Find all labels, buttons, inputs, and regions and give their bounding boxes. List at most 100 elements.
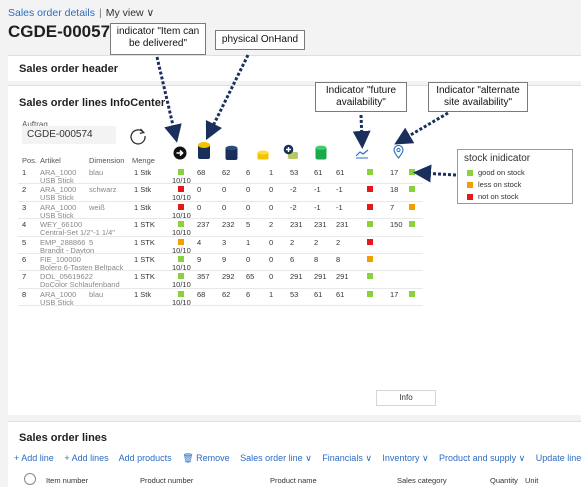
- row-deliver-indicator: [178, 238, 184, 245]
- row-future-value: -1: [336, 202, 343, 212]
- row-future-indicator: [367, 238, 373, 245]
- row-deliver-indicator: [178, 290, 184, 297]
- row-deliver-indicator: [178, 273, 184, 280]
- row-future-value: 8: [336, 255, 341, 264]
- my-view-dropdown[interactable]: My view ∨: [105, 7, 155, 19]
- update-line-menu[interactable]: Update line ∨: [535, 453, 581, 463]
- row-separator: [18, 270, 423, 272]
- refresh-icon[interactable]: [128, 126, 148, 146]
- financials-menu[interactable]: Financials ∨: [322, 453, 372, 463]
- row-stock-value: 0: [246, 202, 251, 212]
- row-alternate-value: 17: [390, 168, 399, 177]
- product-supply-menu[interactable]: Product and supply ∨: [439, 453, 526, 463]
- row-stock-value: 6: [246, 289, 251, 299]
- add-line-button[interactable]: + Add line: [14, 453, 54, 463]
- sales-order-details-link[interactable]: Sales order details: [8, 7, 95, 19]
- row-item-desc: USB Stick: [40, 210, 74, 220]
- row-separator: [18, 287, 423, 289]
- row-stock-value: 231: [290, 220, 303, 230]
- future-availability-chart-icon: [355, 149, 369, 159]
- legend-swatch-good: [467, 170, 473, 176]
- ordered-add-icon: [283, 144, 298, 159]
- sales-order-lines-section: Sales order lines: [8, 421, 581, 487]
- row-separator: [18, 218, 423, 220]
- row-stock-value: 291: [290, 272, 303, 282]
- row-item-number: ARA_1000: [40, 202, 77, 212]
- row-item-desc: Central-Set 1/2"-1 1/4": [40, 228, 115, 238]
- row-stock-value: 4: [197, 237, 202, 247]
- row-pos: 5: [22, 237, 27, 247]
- row-separator: [18, 305, 423, 307]
- col-product-number[interactable]: Product number: [140, 476, 194, 485]
- add-lines-button[interactable]: + Add lines: [64, 453, 109, 463]
- row-pos: 1: [22, 168, 27, 177]
- remove-button[interactable]: 🗑 Remove: [182, 453, 230, 463]
- section-title: Sales order header: [19, 63, 119, 75]
- inventory-menu[interactable]: Inventory ∨: [382, 453, 429, 463]
- row-quantity: 1 Stk: [134, 168, 152, 177]
- row-alternate-value: 7: [390, 202, 395, 212]
- col-quantity[interactable]: Quantity: [490, 476, 518, 485]
- col-item-number[interactable]: Item number: [46, 476, 89, 485]
- row-pos: 2: [22, 185, 27, 195]
- row-future-value: -1: [336, 185, 343, 195]
- row-item-number: WEY_66100: [40, 220, 83, 230]
- row-item-desc: DoColor Schlaufenband: [40, 280, 120, 290]
- header-artikel: Artikel: [40, 156, 61, 165]
- col-unit[interactable]: Unit: [525, 476, 539, 485]
- row-stock-value: 0: [269, 255, 274, 264]
- row-pos: 7: [22, 272, 27, 282]
- location-pin-icon: [393, 145, 404, 159]
- row-alternate-value: 150: [390, 220, 403, 230]
- row-alternate-indicator: [409, 290, 415, 297]
- row-stock-value: -1: [314, 202, 321, 212]
- onhand-stock-icon: [198, 142, 210, 159]
- row-deliver-indicator: [178, 186, 184, 193]
- row-stock-value: 2: [290, 237, 295, 247]
- row-stock-value: 61: [314, 289, 323, 299]
- row-future-value: 2: [336, 237, 341, 247]
- row-stock-value: 232: [222, 220, 235, 230]
- auftrag-input[interactable]: CGDE-000574: [22, 126, 116, 144]
- header-pos: Pos.: [22, 156, 38, 165]
- header-dimension: Dimension: [89, 156, 125, 165]
- row-future-indicator: [367, 256, 373, 262]
- col-product-name[interactable]: Product name: [270, 476, 317, 485]
- row-quantity: 1 STK: [134, 255, 155, 264]
- row-alternate-indicator: [409, 186, 415, 193]
- legend-not: not on stock: [478, 192, 519, 201]
- row-stock-value: 1: [269, 168, 274, 177]
- info-button[interactable]: Info: [376, 390, 436, 406]
- deliver-arrow-icon: [173, 146, 187, 160]
- row-stock-value: 0: [222, 202, 227, 212]
- row-future-indicator: [367, 169, 373, 175]
- select-all-checkbox[interactable]: [24, 473, 36, 485]
- row-pos: 6: [22, 255, 27, 264]
- stock-cylinder-icon: [225, 145, 238, 160]
- row-stock-value: 9: [222, 255, 227, 264]
- sales-order-header-section[interactable]: Sales order header: [8, 55, 581, 81]
- row-item-number: DOL_05619622: [40, 272, 93, 282]
- row-quantity: 1 STK: [134, 237, 155, 247]
- row-alternate-indicator: [409, 169, 415, 175]
- row-dimension: weiß: [89, 202, 105, 212]
- row-quantity: 1 STK: [134, 220, 155, 230]
- row-dimension: 5: [89, 237, 94, 247]
- callout-onhand: physical OnHand: [215, 30, 305, 50]
- row-deliver-indicator: [178, 169, 184, 175]
- sales-order-line-menu[interactable]: Sales order line ∨: [240, 453, 312, 463]
- row-dimension: schwarz: [89, 185, 117, 195]
- row-item-desc: USB Stick: [40, 193, 74, 203]
- row-deliver-fraction: 10/10: [172, 245, 191, 255]
- row-future-indicator: [367, 186, 373, 193]
- row-separator: [18, 253, 423, 254]
- row-stock-value: 2: [314, 237, 319, 247]
- row-quantity: 1 STK: [134, 272, 155, 282]
- row-stock-value: 68: [197, 168, 206, 177]
- col-sales-category[interactable]: Sales category: [397, 476, 447, 485]
- row-stock-value: 0: [269, 237, 274, 247]
- add-products-button[interactable]: Add products: [118, 453, 172, 463]
- row-item-number: EMP_288866: [40, 237, 86, 247]
- row-separator: [18, 235, 423, 237]
- header-menge: Menge: [132, 156, 155, 165]
